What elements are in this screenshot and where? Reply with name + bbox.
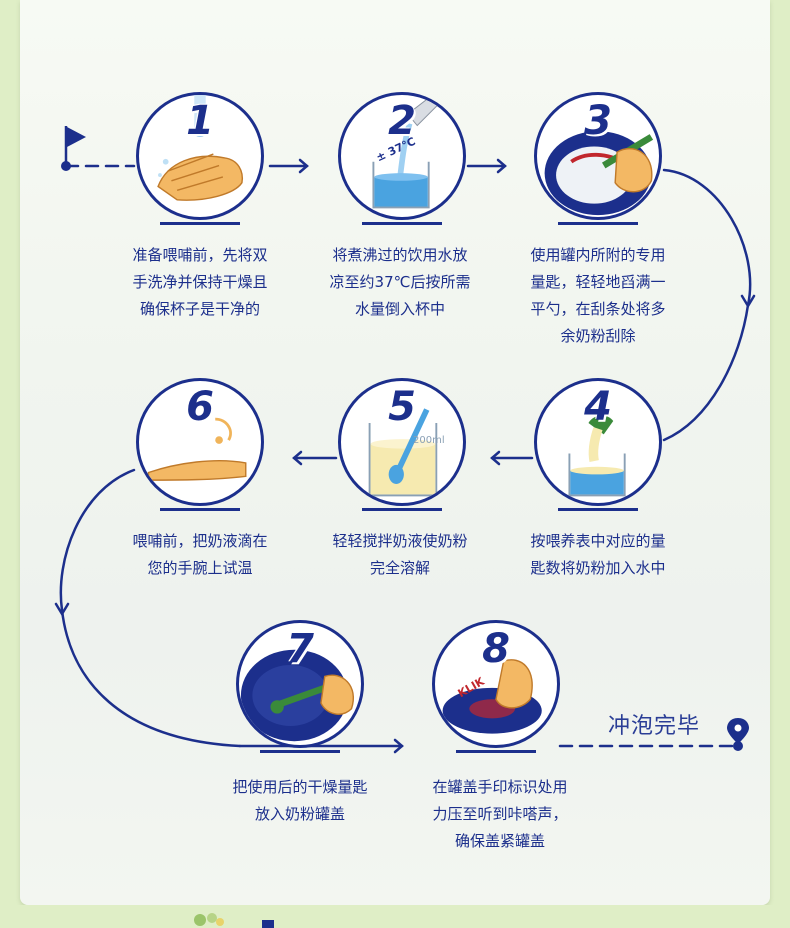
hand-washing-icon — [157, 95, 244, 201]
flower-decoration-icon — [194, 913, 224, 926]
step-4-underline — [558, 508, 638, 511]
arrowhead-3-4 — [740, 294, 756, 309]
location-pin-icon — [727, 718, 749, 751]
beaker-label: 200ml — [413, 435, 445, 446]
arrowhead-5-6 — [292, 450, 303, 466]
step-7-text: 把使用后的干燥量匙 放入奶粉罐盖 — [232, 778, 368, 823]
wrist-test-icon — [147, 417, 247, 481]
step-8-circle: 8 KLIK — [432, 620, 560, 748]
press-lid-icon — [442, 659, 542, 734]
step-1-underline — [160, 222, 240, 225]
store-scoop-icon — [240, 649, 354, 742]
step-1-text: 准备喂哺前，先将双 手洗净并保持干燥且 确保杯子是干净的 — [132, 246, 268, 318]
step-2-underline — [362, 222, 442, 225]
step-6-number: 6 — [186, 384, 214, 430]
arrowhead-2-3 — [496, 158, 507, 174]
arrowhead-1-2 — [298, 158, 309, 174]
step-7-circle: 7 — [236, 620, 364, 748]
step-7-number: 7 — [286, 626, 314, 672]
finish-label: 冲泡完毕 — [608, 714, 701, 739]
step-6-circle: 6 — [136, 378, 264, 506]
step-8-number: 8 — [482, 626, 510, 672]
pour-water-icon — [372, 95, 441, 209]
step-4-text: 按喂养表中对应的量 匙数将奶粉加入水中 — [530, 532, 666, 577]
step-1-number: 1 — [186, 98, 214, 144]
heading-mark — [262, 920, 274, 928]
step-3-underline — [558, 222, 638, 225]
arrowhead-6-7 — [54, 602, 70, 617]
step-2-number: 2 — [388, 98, 416, 144]
flag-icon — [61, 126, 86, 171]
step-2-text: 将煮沸过的饮用水放 凉至约37℃后按所需 水量倒入杯中 — [329, 246, 471, 318]
step-5-circle: 5 200ml — [338, 378, 466, 506]
step-1-circle: 1 — [136, 92, 264, 220]
step-3-text: 使用罐内所附的专用 量匙，轻轻地舀满一 平勺，在刮条处将多 余奶粉刮除 — [530, 246, 666, 345]
step-6-underline — [160, 508, 240, 511]
step-8-text: 在罐盖手印标识处用 力压至听到咔嗒声， 确保盖紧罐盖 — [432, 778, 568, 850]
add-powder-icon — [568, 415, 626, 497]
step-3-circle: 3 — [534, 92, 662, 220]
arrowhead-7-8 — [393, 738, 404, 754]
step-4-number: 4 — [584, 384, 612, 430]
arrowhead-4-5 — [490, 450, 501, 466]
step-5-underline — [362, 508, 442, 511]
step-2-circle: 2 ± 37℃ — [338, 92, 466, 220]
step-3-number: 3 — [584, 98, 612, 144]
step-4-circle: 4 — [534, 378, 662, 506]
step-5-number: 5 — [388, 384, 416, 430]
step-6-text: 喂哺前，把奶液滴在 您的手腕上试温 — [132, 532, 268, 577]
step-8-underline — [456, 750, 536, 753]
scoop-powder-icon — [544, 131, 654, 216]
step-5-text: 轻轻搅拌奶液使奶粉 完全溶解 — [332, 532, 468, 577]
stir-milk-icon — [368, 408, 438, 497]
curve-6-7 — [59, 468, 242, 748]
step-7-underline — [260, 750, 340, 753]
